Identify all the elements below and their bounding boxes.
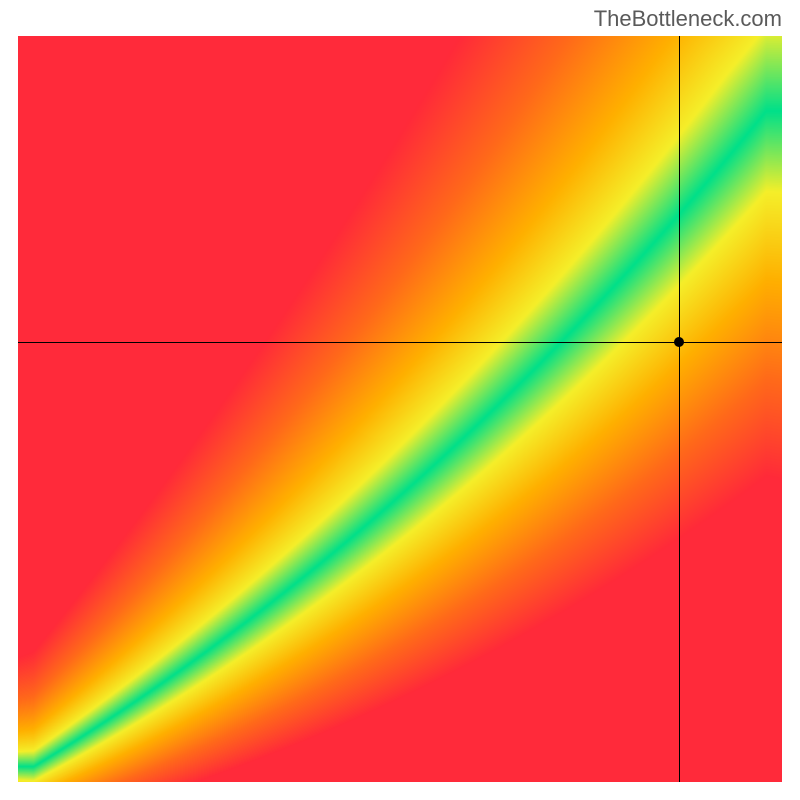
bottleneck-heatmap	[18, 36, 782, 782]
crosshair-vertical	[679, 36, 680, 782]
crosshair-marker	[674, 337, 684, 347]
heatmap-canvas	[18, 36, 782, 782]
watermark-text: TheBottleneck.com	[594, 6, 782, 32]
crosshair-horizontal	[18, 342, 782, 343]
